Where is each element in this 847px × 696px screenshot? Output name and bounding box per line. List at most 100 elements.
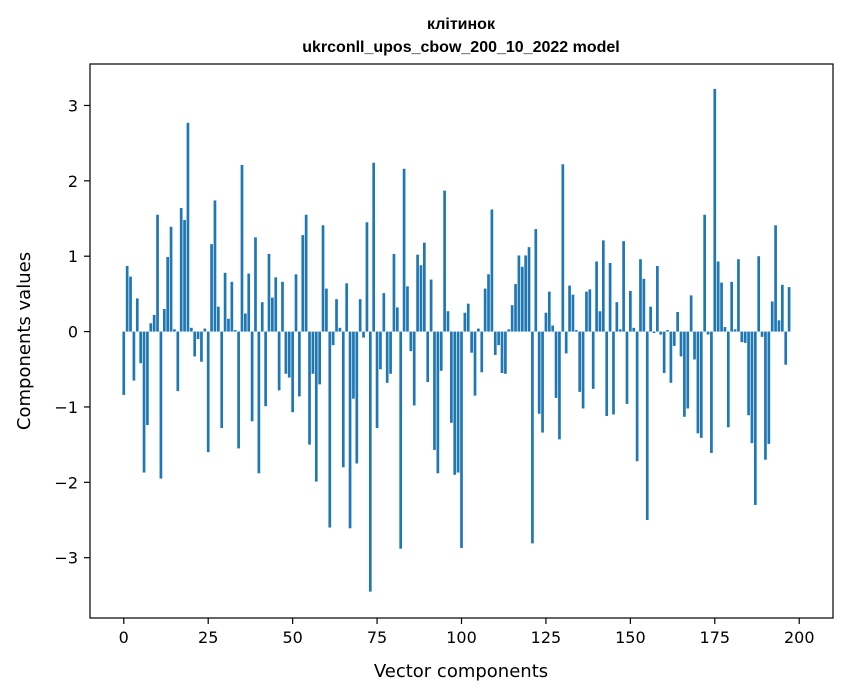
bar: [298, 331, 301, 397]
bar: [169, 226, 173, 332]
bar: [740, 331, 744, 343]
bar: [706, 331, 710, 335]
bar: [517, 255, 521, 332]
bar: [463, 312, 467, 332]
bar: [480, 331, 484, 373]
bar: [787, 287, 791, 332]
bar: [578, 331, 582, 392]
bar: [267, 253, 271, 332]
bar: [399, 331, 403, 549]
bar: [423, 242, 426, 332]
bar: [500, 331, 504, 374]
bar: [247, 273, 251, 332]
bar: [233, 330, 237, 332]
bar: [656, 266, 659, 332]
bar: [220, 331, 224, 429]
bar: [149, 323, 153, 332]
chart-subtitle: ukrconll_upos_cbow_200_10_2022 model: [302, 39, 619, 56]
bar: [487, 274, 490, 332]
bar: [676, 311, 679, 332]
bar: [122, 331, 126, 395]
bar: [277, 331, 281, 391]
x-tick-label: 50: [282, 628, 302, 647]
bar: [301, 235, 305, 332]
bar: [669, 331, 673, 383]
bar: [196, 331, 200, 340]
bar: [743, 331, 747, 343]
bar: [368, 331, 372, 592]
bar: [730, 281, 734, 332]
bar: [325, 288, 328, 332]
bar: [372, 162, 376, 332]
bar: [443, 190, 446, 332]
bar: [642, 278, 646, 332]
bar: [696, 331, 700, 434]
bar: [568, 285, 571, 332]
bar: [456, 331, 460, 473]
bar: [271, 297, 274, 332]
bar: [571, 294, 575, 332]
y-tick-label: 1: [68, 247, 78, 266]
bar: [574, 330, 578, 332]
bar: [510, 305, 514, 332]
bar: [281, 281, 284, 332]
bar: [581, 331, 585, 409]
bar: [193, 331, 197, 357]
bar: [216, 306, 220, 332]
bar: [710, 331, 713, 453]
bar: [375, 331, 379, 429]
bar: [622, 241, 625, 332]
bar: [777, 320, 781, 332]
bar: [672, 331, 676, 346]
bar: [446, 311, 450, 332]
bar: [632, 327, 636, 332]
bar: [615, 302, 619, 332]
bar: [250, 331, 254, 422]
bar: [618, 329, 622, 332]
bar: [409, 331, 413, 352]
bar: [321, 225, 325, 332]
bar: [649, 306, 652, 332]
x-tick-label: 175: [700, 628, 731, 647]
x-axis-label: Vector components: [374, 661, 548, 682]
bar: [264, 331, 267, 407]
bar: [605, 331, 609, 416]
y-axis-label: Components values: [14, 252, 35, 430]
y-tick-label: −3: [54, 549, 78, 568]
bar: [591, 331, 595, 389]
bar: [726, 331, 730, 428]
bar: [152, 315, 156, 332]
bar: [544, 312, 548, 332]
bar: [504, 331, 507, 374]
bar: [433, 331, 436, 450]
bar: [213, 200, 217, 332]
bar: [747, 331, 750, 416]
bar: [355, 331, 359, 464]
bar: [541, 331, 544, 433]
bar: [733, 329, 737, 332]
bar: [352, 331, 355, 399]
bar: [362, 331, 365, 338]
bars-group: [122, 88, 791, 592]
bar: [652, 331, 656, 334]
bar: [358, 299, 362, 332]
x-tick-label: 0: [119, 628, 129, 647]
bar: [189, 327, 193, 332]
bar: [338, 327, 342, 332]
bar: [450, 331, 453, 423]
bar: [645, 331, 649, 521]
bar: [598, 311, 602, 332]
bar: [230, 281, 234, 332]
bar: [429, 279, 433, 332]
bar: [683, 331, 686, 417]
bar: [406, 286, 409, 332]
chart-title: клітинок: [427, 16, 496, 33]
bar: [686, 331, 690, 409]
bar: [314, 331, 318, 482]
bar: [142, 331, 146, 473]
y-axis-ticks: −3 −2 −1 0 1 2 3: [54, 96, 90, 568]
bar: [466, 303, 470, 332]
bar: [395, 307, 399, 332]
x-tick-label: 150: [615, 628, 646, 647]
